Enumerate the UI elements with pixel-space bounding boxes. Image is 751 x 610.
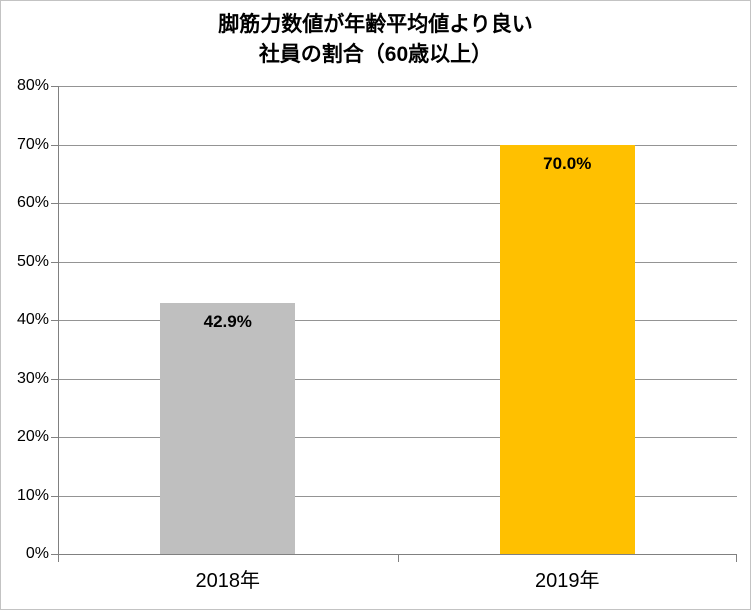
y-axis-tick-label: 40% xyxy=(16,311,49,328)
y-axis-tick xyxy=(51,378,58,380)
gridline-50 xyxy=(58,261,737,263)
y-axis-tick xyxy=(51,203,58,204)
y-axis-tick xyxy=(51,144,58,146)
y-axis-tick-label: 30% xyxy=(16,369,49,387)
gridline-10 xyxy=(58,495,737,497)
y-axis-tick-label: 80% xyxy=(16,77,49,94)
x-axis-tick xyxy=(398,554,399,562)
chart-title-line-2: 社員の割合（60歳以上） xyxy=(258,43,493,66)
bar-2018年 xyxy=(160,303,296,554)
y-axis-tick-label: 70% xyxy=(16,135,49,153)
gridline-20 xyxy=(58,437,737,438)
y-axis-line xyxy=(58,86,59,562)
y-axis-tick xyxy=(51,495,58,497)
gridline-60 xyxy=(58,203,737,204)
y-axis-tick-label: 50% xyxy=(16,252,49,270)
chart-title-line-1: 脚筋力数値が年齢平均値より良い xyxy=(218,13,533,36)
gridline-30 xyxy=(58,378,737,380)
y-axis-tick xyxy=(51,86,58,87)
y-axis-tick xyxy=(51,554,58,555)
y-axis-tick-label: 0% xyxy=(25,545,49,562)
y-axis-tick xyxy=(51,261,58,263)
x-axis-line xyxy=(58,554,737,555)
y-axis-tick-label: 10% xyxy=(16,486,49,504)
x-axis-category-label-2019年: 2019年 xyxy=(535,570,600,592)
gridline-40 xyxy=(58,320,737,321)
gridline-80 xyxy=(58,86,737,87)
y-axis-tick-label: 20% xyxy=(16,428,49,445)
bar-value-label-2018年: 42.9% xyxy=(203,312,252,332)
y-axis-tick xyxy=(51,437,58,438)
gridline-70 xyxy=(58,144,737,146)
bar-2019年 xyxy=(499,144,635,554)
chart-title: 脚筋力数値が年齢平均値より良い 社員の割合（60歳以上） xyxy=(1,10,750,70)
x-axis-tick xyxy=(736,554,737,562)
y-axis-tick xyxy=(51,320,58,321)
y-axis-tick-label: 60% xyxy=(16,194,49,211)
x-axis-category-label-2018年: 2018年 xyxy=(195,570,261,592)
bar-value-label-2019年: 70.0% xyxy=(543,153,592,173)
